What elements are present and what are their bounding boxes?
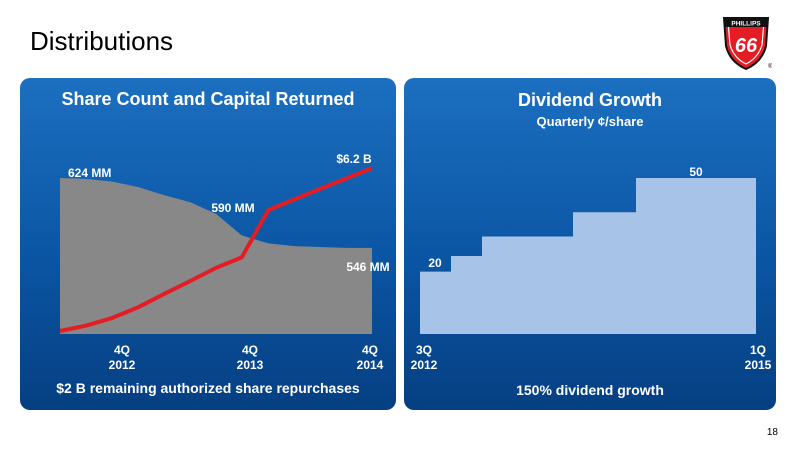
x-tick-label: 1Q <box>750 343 766 357</box>
x-tick-label: 2013 <box>237 358 264 372</box>
chart-title: Share Count and Capital Returned <box>61 89 355 109</box>
data-label: 50 <box>689 165 703 179</box>
x-tick-label: 2012 <box>109 358 136 372</box>
data-label: $6.2 B <box>336 152 372 166</box>
data-label: 624 MM <box>68 166 111 180</box>
logo-top-text: PHILLIPS <box>731 21 761 28</box>
x-tick-label: 4Q <box>242 343 258 357</box>
data-label: 590 MM <box>211 201 254 215</box>
data-label: 546 MM <box>346 260 389 274</box>
x-tick-label: 3Q <box>416 343 432 357</box>
data-label: 20 <box>428 256 442 270</box>
chart-footnote: 150% dividend growth <box>516 382 664 398</box>
dividend-growth-panel: Dividend Growth Quarterly ¢/share 20 50 3Q… <box>404 78 776 410</box>
dividend-step-area <box>420 178 756 334</box>
x-tick-label: 4Q <box>362 343 378 357</box>
chart-subtitle: Quarterly ¢/share <box>536 114 644 129</box>
x-tick-label: 2015 <box>745 358 772 372</box>
logo-registered-mark: ® <box>768 63 772 70</box>
x-tick-label: 4Q <box>114 343 130 357</box>
chart-title: Dividend Growth <box>518 90 662 110</box>
x-tick-label: 2012 <box>411 358 438 372</box>
chart-footnote: $2 B remaining authorized share repurcha… <box>56 380 360 396</box>
page-number: 18 <box>766 427 778 438</box>
x-tick-label: 2014 <box>357 358 384 372</box>
capital-returned-line <box>59 166 373 333</box>
logo-number: 66 <box>735 35 758 57</box>
share-count-panel: Share Count and Capital Returned 624 MM 5… <box>20 78 396 410</box>
phillips66-logo: PHILLIPS 66 ® <box>722 17 772 71</box>
page-title: Distributions <box>30 26 174 56</box>
share-count-area <box>60 178 372 334</box>
